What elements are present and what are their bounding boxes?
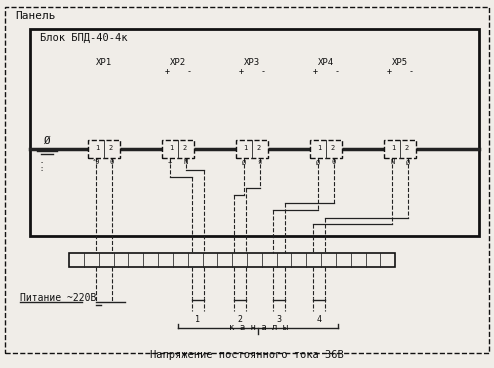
Text: ‘9: ‘9 [91,159,100,165]
Text: -: - [40,159,44,165]
Text: 1: 1 [95,145,99,151]
Text: Панель: Панель [15,11,55,21]
Bar [384,140,416,158]
Text: XP5: XP5 [392,58,408,67]
Text: Ø: Ø [43,136,50,146]
Text: 2: 2 [256,145,260,151]
Text: 1: 1 [392,145,396,151]
Bar [236,140,268,158]
Text: -: - [409,67,413,76]
Text: 2: 2 [182,145,186,151]
Text: Ø: Ø [406,159,410,165]
Text: 1: 1 [318,145,322,151]
Text: -: - [186,67,191,76]
Text: -: - [334,67,339,76]
Text: 1: 1 [195,315,200,323]
Text: 0: 0 [110,159,114,165]
Text: XP2: XP2 [170,58,186,67]
Text: N: N [390,159,394,165]
Text: Питание ~220В: Питание ~220В [20,293,96,303]
Text: N: N [184,159,188,165]
Text: +: + [239,67,244,76]
Text: 2: 2 [237,315,242,323]
Text: 2: 2 [405,145,409,151]
Text: Напряжение постоянного тока 36В: Напряжение постоянного тока 36В [150,350,344,360]
Text: +: + [165,67,169,76]
Text: 3: 3 [277,315,282,323]
Text: XP1: XP1 [96,58,112,67]
Bar [310,140,342,158]
Text: 1: 1 [244,145,247,151]
Text: 4: 4 [316,315,321,323]
Text: :: : [40,166,44,171]
Text: XP3: XP3 [244,58,260,67]
Text: 1: 1 [169,145,173,151]
Text: 2: 2 [108,145,112,151]
Text: Ø: Ø [316,159,320,165]
Text: к а н а л ы: к а н а л ы [229,323,288,332]
Bar [162,140,194,158]
Text: XP4: XP4 [318,58,334,67]
Text: я: я [258,159,262,165]
Text: +: + [313,67,318,76]
Text: 0: 0 [332,159,336,165]
Text: -: - [260,67,265,76]
Text: Блок БПД-40-4к: Блок БПД-40-4к [40,33,127,43]
Text: +: + [387,67,392,76]
Bar [69,253,395,267]
Bar [30,29,479,236]
Text: 2: 2 [330,145,334,151]
Bar [87,140,120,158]
Text: +: + [168,159,172,165]
Text: Ø: Ø [242,159,246,165]
